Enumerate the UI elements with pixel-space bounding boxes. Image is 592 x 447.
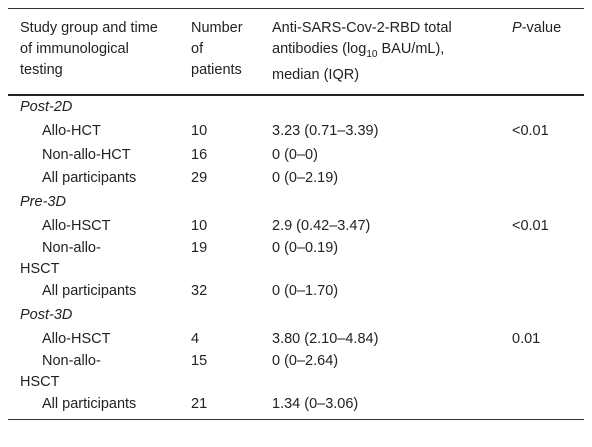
cell: 1.34 (0–3.06) <box>264 393 504 420</box>
row: Non-allo-HSCT 19 0 (0–0.19) <box>8 238 584 280</box>
italic-p: P <box>512 20 522 36</box>
table-header: Study group and time of immunological te… <box>8 7 584 96</box>
cell: 3.23 (0.71–3.39) <box>272 122 379 139</box>
cell: 4 <box>191 330 200 347</box>
results-table: Study group and time of immunological te… <box>8 7 584 420</box>
subscript: 10 <box>366 48 378 60</box>
header-cell: Anti-SARS-Cov-2-RBD total antibodies (lo… <box>264 7 504 96</box>
row: Non-allo-HSCT 15 0 (0–2.64) <box>8 351 584 393</box>
row-label: Allo-HSCT <box>42 330 111 347</box>
cell: 0 (0–1.70) <box>272 283 339 300</box>
header-text: Anti-SARS-Cov-2-RBD total antibodies (lo… <box>272 18 487 86</box>
row: Non-allo-HCT 16 0 (0–0) <box>8 143 584 167</box>
header-cell: Number of patients <box>183 7 264 96</box>
cell: 19 <box>191 240 208 257</box>
header-text-part: -value <box>521 20 562 36</box>
row: Allo-HCT 10 3.23 (0.71–3.39) <0.01 <box>8 120 584 144</box>
cell: <0.01 <box>512 122 549 139</box>
row: Allo-HSCT 10 2.9 (0.42–3.47) <0.01 <box>8 214 584 238</box>
header-cell: Study group and time of immunological te… <box>8 7 183 96</box>
table-body: Post-2D Allo-HCT 10 3.23 (0.71–3.39) <0.01 … <box>8 95 584 420</box>
row-label: All participants <box>42 170 137 187</box>
header-text: Number of patients <box>191 20 243 78</box>
group-label: Post-2D <box>20 99 73 116</box>
row-label: All participants <box>42 283 137 300</box>
cell: 15 <box>191 353 208 370</box>
group-label: Pre-3D <box>20 193 66 210</box>
row-label: Allo-HCT <box>42 122 101 139</box>
group-row: Pre-3D <box>8 191 584 215</box>
cell: 0 (0–2.64) <box>272 353 339 370</box>
header-text-part: Anti-SARS-Cov-2-RBD total antibodies (lo… <box>272 20 452 57</box>
row: All participants 21 1.34 (0–3.06) <box>8 393 584 420</box>
cell: 2.9 (0.42–3.47) <box>272 217 371 234</box>
header-text-part: BAU/mL), median (IQR) <box>272 41 445 83</box>
header-cell: P-value <box>504 7 584 96</box>
header-text: Study group and time of immunological te… <box>20 20 158 78</box>
row-label: Allo-HSCT <box>42 217 111 234</box>
row-label: Non-allo-HSCT <box>20 240 101 278</box>
cell: 32 <box>191 283 208 300</box>
cell: 0.01 <box>512 330 541 347</box>
cell: 3.80 (2.10–4.84) <box>272 330 379 347</box>
cell: <0.01 <box>512 217 549 234</box>
cell: 29 <box>191 170 208 187</box>
row: All participants 29 0 (0–2.19) <box>8 167 584 191</box>
cell: 0 (0–0) <box>272 146 318 163</box>
cell: 0 (0–2.19) <box>272 170 339 187</box>
group-row: Post-3D <box>8 304 584 328</box>
row: All participants 32 0 (0–1.70) <box>8 280 584 304</box>
row-label: Non-allo-HSCT <box>20 353 101 391</box>
row-label: All participants <box>8 393 183 420</box>
row-label: Non-allo-HCT <box>42 146 131 163</box>
group-label: Post-3D <box>20 307 73 324</box>
cell: 21 <box>183 393 264 420</box>
cell: 0 (0–0.19) <box>272 240 339 257</box>
cell: 16 <box>191 146 208 163</box>
cell: 10 <box>191 122 208 139</box>
group-row: Post-2D <box>8 95 584 120</box>
row: Allo-HSCT 4 3.80 (2.10–4.84) 0.01 <box>8 327 584 351</box>
cell: 10 <box>191 217 208 234</box>
